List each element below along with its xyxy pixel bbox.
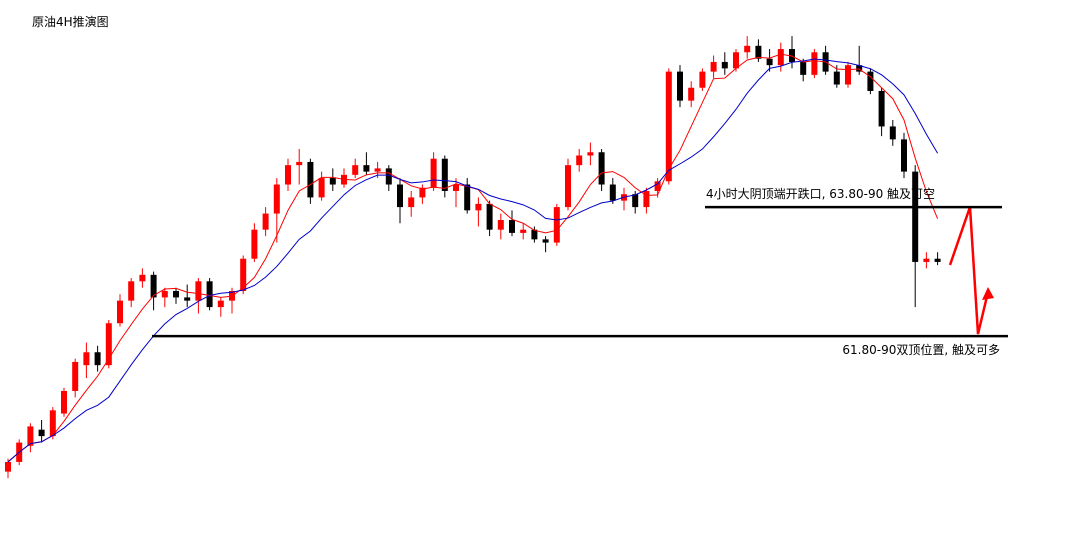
candle-body [217, 300, 224, 308]
candle-body [934, 258, 941, 262]
candle-body [486, 203, 493, 230]
candle-body [867, 71, 874, 91]
candle-body [240, 258, 247, 291]
candle-body [262, 213, 269, 230]
candle-body [296, 161, 303, 166]
candle-body [553, 207, 560, 243]
candle-body [150, 274, 157, 298]
candle-body [464, 184, 471, 211]
candle-body [117, 300, 123, 324]
candle-body [587, 152, 594, 156]
candle-body [677, 71, 683, 101]
candle-body [632, 194, 639, 208]
candle-body [273, 184, 280, 214]
candle-body [789, 49, 795, 62]
candle-body [161, 290, 168, 298]
candle-body [419, 187, 426, 198]
candle-body [598, 152, 605, 185]
candle-body [889, 126, 896, 140]
candle-body [845, 65, 851, 85]
candle-body [542, 239, 549, 243]
candle-body [5, 461, 11, 472]
candle-body [94, 352, 101, 366]
candle-body [710, 61, 717, 72]
candle-body [565, 165, 571, 208]
candle-body [27, 426, 34, 446]
candle-body [733, 52, 739, 69]
moving-average [7, 58, 939, 463]
candle-body [251, 229, 258, 259]
candle-body [688, 87, 695, 101]
candle-body [531, 229, 538, 240]
candle-body [61, 390, 67, 414]
candle-body [744, 45, 751, 53]
candle-body [576, 155, 583, 166]
forecast-arrowhead [982, 287, 994, 300]
candle-body [475, 203, 482, 211]
candle-body [83, 352, 90, 366]
candle-body [352, 165, 359, 175]
level-label: 61.80-90双顶位置, 触及可多 [842, 342, 1000, 357]
candle-body [520, 229, 527, 233]
candle-body [912, 171, 919, 262]
candle-body [721, 61, 728, 69]
candle-body [755, 45, 762, 59]
candle-body [453, 184, 459, 191]
candle-body [397, 184, 403, 208]
candle-body [699, 71, 706, 88]
candle-body [811, 52, 818, 75]
candle-body [72, 361, 79, 391]
candle-body [923, 258, 930, 262]
candle-body [833, 71, 840, 85]
candle-body [363, 165, 370, 172]
candle-body [856, 65, 863, 72]
moving-average [7, 53, 939, 463]
candle-body [139, 274, 146, 282]
candle-body [49, 410, 56, 437]
candle-body [408, 197, 415, 208]
candle-body [609, 184, 616, 201]
candle-body [654, 181, 661, 191]
candle-body [285, 165, 291, 185]
chart-title: 原油4H推演图 [32, 14, 109, 29]
candle-body [643, 190, 650, 208]
candle-body [441, 158, 448, 191]
candle-body [128, 281, 135, 301]
candle-body [878, 90, 885, 127]
candle-body [329, 178, 336, 185]
candle-body [38, 429, 45, 437]
candle-body [497, 220, 504, 230]
candle-body [206, 281, 213, 308]
candle-body [173, 290, 179, 298]
candle-body [184, 297, 191, 301]
candle-body [385, 168, 392, 185]
candle-body [800, 61, 807, 75]
forecast-path [948, 206, 990, 335]
candle-body [430, 158, 437, 188]
candle-body [901, 139, 907, 172]
candle-body [307, 161, 314, 198]
candle-body [318, 178, 325, 198]
level-label: 4小时大阴顶端开跌口, 63.80-90 触及可空 [706, 186, 935, 201]
candle-body [105, 323, 112, 366]
candle-body [509, 220, 515, 233]
candle-body [195, 281, 202, 301]
candle-body [766, 58, 773, 66]
candle-body [374, 168, 381, 172]
candle-body [665, 71, 672, 182]
candle-body [777, 49, 784, 66]
